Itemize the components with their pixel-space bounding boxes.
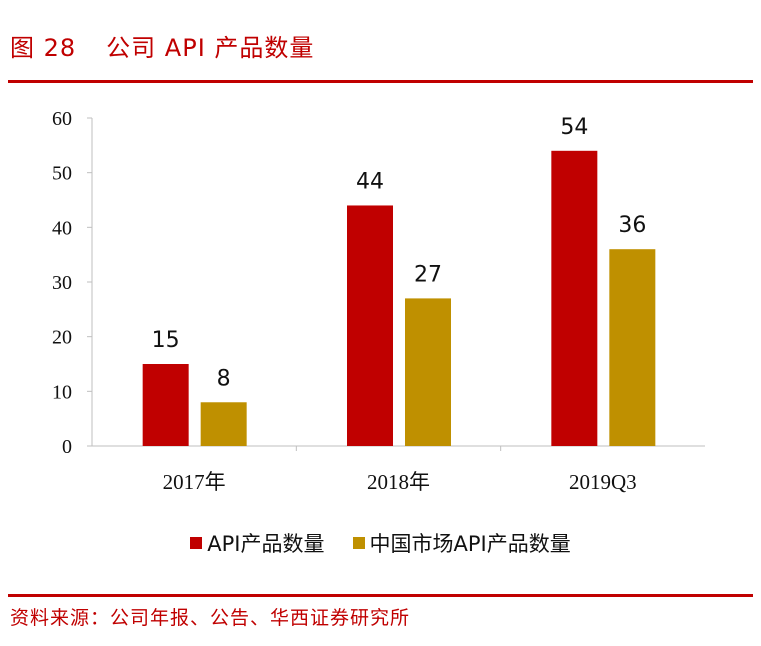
figure-number: 图 28 — [10, 34, 77, 62]
legend-label-china-api: 中国市场API产品数量 — [369, 532, 571, 556]
y-tick-label: 0 — [62, 436, 72, 458]
bar-china-api-2019q3 — [609, 249, 656, 446]
bar-api-2017 — [142, 364, 189, 446]
x-category-label: 2017年 — [163, 470, 226, 494]
bar-china-api-2017 — [200, 402, 247, 446]
legend-swatch-china-api — [352, 537, 365, 549]
y-tick-label: 10 — [52, 381, 72, 403]
bar-api-2019q3 — [551, 150, 598, 447]
legend-item-api: API产品数量 — [190, 528, 325, 558]
y-tick-label: 40 — [52, 217, 72, 239]
legend-item-china-api: 中国市场API产品数量 — [352, 528, 571, 558]
y-tick-label: 20 — [52, 327, 72, 349]
x-category-label: 2019Q3 — [569, 470, 637, 494]
data-label-api-2017: 15 — [152, 328, 180, 353]
data-label-china-api-2019q3: 36 — [618, 213, 646, 238]
bottom-rule — [8, 594, 753, 597]
y-tick-label: 30 — [52, 272, 72, 294]
data-label-china-api-2018: 27 — [414, 262, 442, 287]
top-rule — [8, 80, 753, 83]
figure-title-text: 公司 API 产品数量 — [106, 34, 315, 62]
bar-chart: 0 10 20 30 40 50 60 15 8 2017年 44 27 2018年 54 36 2019Q3 — [52, 108, 705, 494]
legend-swatch-api — [190, 537, 203, 549]
data-label-api-2019q3: 54 — [560, 115, 588, 140]
data-label-api-2018: 44 — [356, 169, 384, 194]
y-tick-label: 50 — [52, 163, 72, 185]
x-category-label: 2018年 — [367, 470, 430, 494]
bar-api-2018 — [347, 205, 393, 446]
legend-label-api: API产品数量 — [207, 532, 325, 556]
data-label-china-api-2017: 8 — [217, 366, 231, 391]
source-note: 资料来源：公司年报、公告、华西证券研究所 — [10, 607, 411, 629]
bar-china-api-2018 — [405, 298, 451, 446]
figure-title: 图 28 公司 API 产品数量 — [10, 28, 314, 63]
legend: API产品数量 中国市场API产品数量 — [0, 528, 761, 558]
y-tick-label: 60 — [52, 108, 72, 130]
